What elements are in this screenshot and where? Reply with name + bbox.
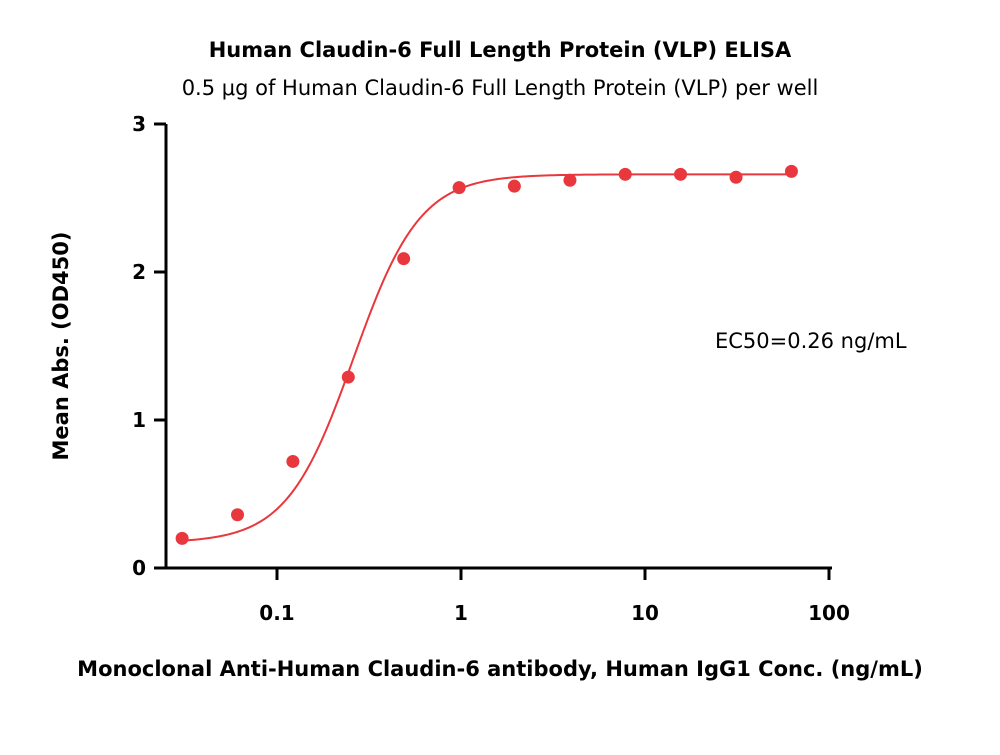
ec50-annotation: EC50=0.26 ng/mL bbox=[715, 329, 907, 353]
data-point bbox=[563, 173, 577, 187]
data-point bbox=[397, 252, 411, 266]
x-tick-label: 100 bbox=[808, 601, 850, 625]
data-point bbox=[618, 167, 632, 181]
y-axis-ticks: 0 1 2 3 bbox=[132, 112, 166, 580]
data-point bbox=[286, 454, 300, 468]
fit-curve-line bbox=[182, 173, 792, 542]
x-tick-label: 1 bbox=[454, 601, 468, 625]
chart-title: Human Claudin-6 Full Length Protein (VLP… bbox=[209, 38, 792, 62]
data-point bbox=[784, 164, 798, 178]
y-tick-label: 0 bbox=[132, 556, 146, 580]
data-point bbox=[507, 179, 521, 193]
data-point bbox=[729, 170, 743, 184]
data-point bbox=[175, 531, 189, 545]
chart-subtitle: 0.5 μg of Human Claudin-6 Full Length Pr… bbox=[182, 76, 819, 100]
x-axis-label: Monoclonal Anti-Human Claudin-6 antibody… bbox=[77, 657, 923, 681]
x-tick-label: 10 bbox=[631, 601, 659, 625]
y-tick-label: 3 bbox=[132, 112, 146, 136]
data-point bbox=[452, 181, 466, 195]
data-point bbox=[231, 508, 245, 522]
data-point bbox=[341, 370, 355, 384]
x-axis-ticks: 0.1 1 10 100 bbox=[259, 568, 850, 625]
x-tick-label: 0.1 bbox=[259, 601, 294, 625]
data-points bbox=[175, 164, 798, 545]
y-axis-label: Mean Abs. (OD450) bbox=[49, 232, 73, 461]
y-tick-label: 2 bbox=[132, 260, 146, 284]
y-tick-label: 1 bbox=[132, 408, 146, 432]
data-point bbox=[674, 167, 688, 181]
